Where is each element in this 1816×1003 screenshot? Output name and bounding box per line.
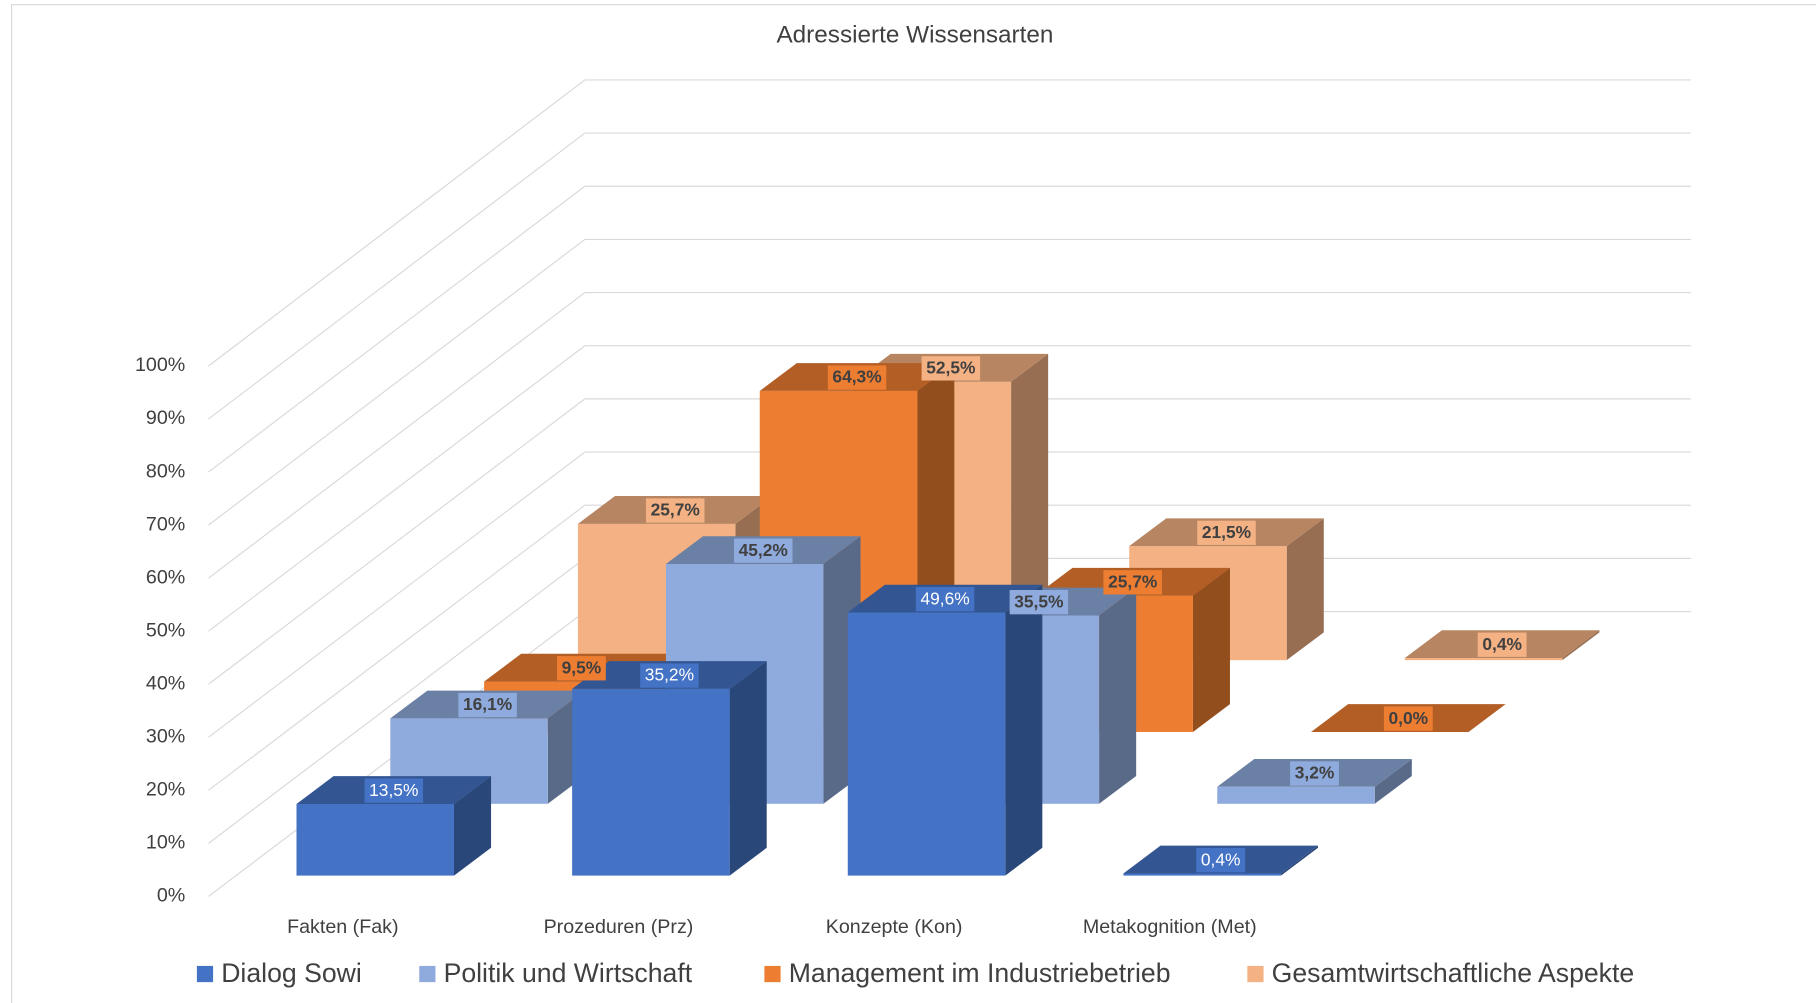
bar-side — [1005, 584, 1043, 876]
grid-line — [208, 238, 1691, 526]
bar-side — [1286, 518, 1324, 661]
data-label-box — [915, 587, 975, 612]
data-label-box — [1103, 570, 1162, 595]
bar-side — [1374, 759, 1412, 804]
data-label-text: 49,6% — [920, 588, 969, 608]
y-tick-label: 90% — [146, 407, 185, 429]
data-label-text: 35,5% — [1014, 591, 1063, 611]
bar-side — [1192, 567, 1230, 732]
y-tick-label: 0% — [157, 885, 185, 907]
data-label: 3,2% — [1290, 761, 1339, 786]
data-label: 13,5% — [364, 778, 424, 803]
y-tick-label: 50% — [146, 619, 185, 641]
legend-swatch — [1247, 965, 1264, 983]
bar-side — [1562, 630, 1600, 661]
data-label-text: 21,5% — [1202, 522, 1251, 542]
data-label-box — [1009, 589, 1069, 615]
legend-label: Gesamtwirtschaftliche Aspekte — [1272, 958, 1635, 988]
data-label-box — [364, 778, 424, 803]
bar-front — [1217, 786, 1375, 804]
bar-side — [1280, 845, 1318, 876]
x-tick-label: Fakten (Fak) — [287, 916, 398, 938]
data-label-text: 0,4% — [1201, 849, 1241, 869]
grid-line — [208, 504, 1691, 791]
data-label: 64,3% — [827, 365, 887, 390]
data-label: 21,5% — [1197, 520, 1256, 545]
legend-swatch — [764, 965, 781, 983]
y-tick-label: 10% — [146, 832, 185, 854]
chart-title: Adressierte Wissensarten — [776, 21, 1053, 48]
data-label: 0,0% — [1383, 706, 1433, 731]
data-label: 52,5% — [921, 356, 981, 381]
y-tick-label: 20% — [146, 779, 185, 801]
data-label-box — [1383, 706, 1433, 731]
data-label: 0,4% — [1196, 847, 1246, 873]
bar-front — [572, 688, 730, 876]
data-label-text: 3,2% — [1295, 763, 1335, 783]
data-label: 9,5% — [556, 656, 606, 681]
legend-label: Management im Industriebetrieb — [789, 958, 1171, 988]
bar-front — [1404, 658, 1563, 661]
data-label-text: 35,2% — [645, 665, 694, 685]
bar-side — [729, 661, 767, 876]
data-label-box — [1196, 847, 1246, 873]
data-label: 45,2% — [733, 538, 793, 563]
y-tick-label: 80% — [146, 460, 185, 482]
data-label-box — [921, 356, 981, 381]
data-label: 35,5% — [1009, 589, 1069, 615]
data-label-text: 45,2% — [739, 540, 788, 560]
legend-swatch — [419, 965, 436, 983]
data-label-box — [827, 365, 887, 390]
data-label-box — [733, 538, 793, 563]
legend-label: Dialog Sowi — [221, 958, 362, 988]
data-label-box — [1197, 520, 1256, 545]
x-tick-label: Prozeduren (Prz) — [544, 916, 694, 938]
bar-front — [847, 612, 1006, 876]
bar-front — [296, 803, 454, 876]
grid-line — [208, 451, 1691, 738]
data-label: 0,4% — [1477, 632, 1527, 657]
data-label-box — [1290, 761, 1339, 786]
bar-side — [1099, 587, 1137, 804]
data-label: 25,7% — [645, 498, 705, 523]
data-label-text: 13,5% — [369, 780, 418, 800]
data-label: 25,7% — [1103, 570, 1162, 595]
grid-line — [208, 398, 1691, 685]
data-label-text: 0,4% — [1482, 634, 1522, 654]
x-tick-label: Konzepte (Kon) — [826, 916, 963, 938]
data-label-box — [556, 656, 606, 681]
data-label-text: 9,5% — [562, 657, 602, 677]
grid-line — [208, 291, 1691, 579]
data-label-box — [1477, 632, 1527, 657]
y-tick-label: 70% — [146, 513, 185, 535]
data-label: 35,2% — [640, 663, 699, 688]
bar-side — [454, 776, 492, 876]
grid-line — [208, 185, 1691, 473]
data-label-box — [640, 663, 699, 688]
y-tick-label: 100% — [135, 354, 185, 376]
data-label-box — [645, 498, 705, 523]
y-tick-label: 60% — [146, 566, 185, 588]
grid-line — [208, 132, 1691, 420]
data-label: 16,1% — [458, 692, 517, 718]
data-label-text: 64,3% — [832, 367, 881, 387]
legend-label: Politik und Wirtschaft — [444, 958, 693, 988]
data-label-text: 52,5% — [926, 358, 975, 378]
data-label-text: 0,0% — [1389, 708, 1429, 728]
data-label-text: 16,1% — [463, 694, 512, 714]
legend-swatch — [196, 965, 214, 983]
grid-line — [208, 79, 1691, 367]
data-label: 49,6% — [915, 587, 975, 612]
data-label-box — [458, 692, 517, 718]
bar-side — [1011, 353, 1049, 661]
y-tick-label: 30% — [146, 726, 185, 748]
y-tick-label: 40% — [146, 672, 185, 694]
data-label-text: 25,7% — [1108, 572, 1157, 592]
x-tick-label: Metakognition (Met) — [1083, 916, 1257, 938]
data-label-text: 25,7% — [651, 500, 700, 520]
bar-front — [1123, 873, 1281, 876]
grid-line — [208, 345, 1691, 632]
